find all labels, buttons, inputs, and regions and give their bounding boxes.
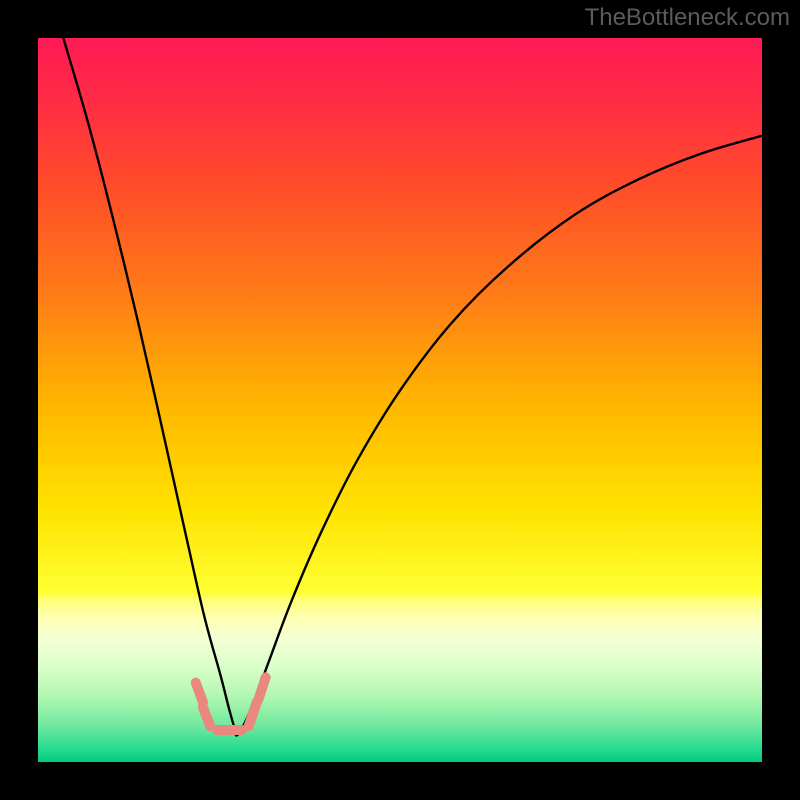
chart-frame: TheBottleneck.com: [0, 0, 800, 800]
bottleneck-curve: [38, 38, 762, 762]
curve-path: [63, 38, 762, 736]
valley-segment: [212, 725, 247, 735]
watermark-text: TheBottleneck.com: [585, 4, 790, 32]
plot-area: [38, 38, 762, 762]
